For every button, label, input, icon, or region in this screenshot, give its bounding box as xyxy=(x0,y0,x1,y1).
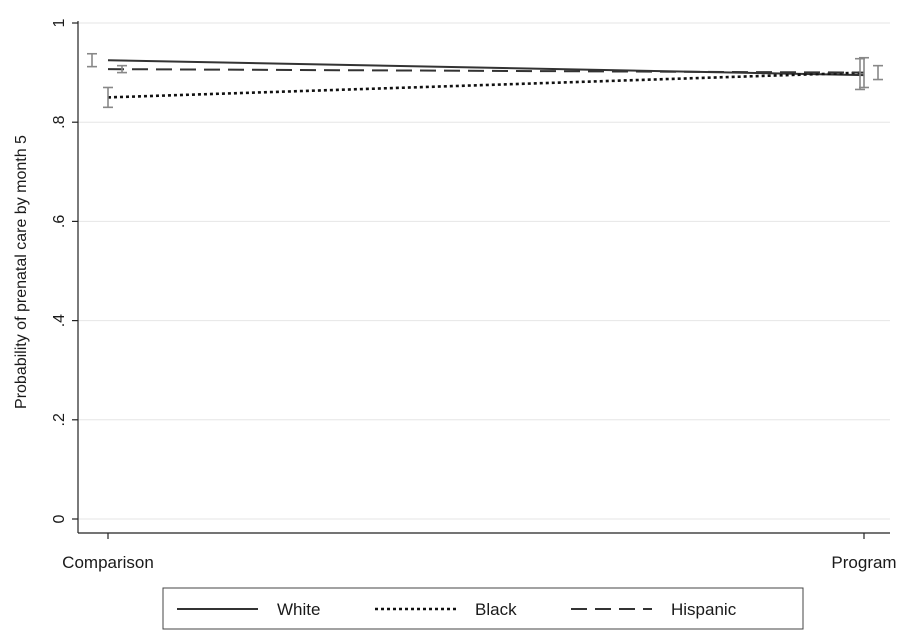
legend-label: Black xyxy=(475,600,517,619)
legend-box xyxy=(162,587,804,630)
ci-bar-hispanic xyxy=(873,64,883,81)
series-line-hispanic xyxy=(107,68,865,74)
ci-bar-black xyxy=(103,86,113,109)
x-tick-label: Program xyxy=(831,553,896,572)
legend-label: Hispanic xyxy=(671,600,737,619)
confidence-intervals xyxy=(87,52,883,109)
y-tick-label: 1 xyxy=(51,18,68,27)
axes xyxy=(77,21,890,534)
y-tick-label: .2 xyxy=(51,413,68,426)
legend-item-hispanic: Hispanic xyxy=(571,600,737,619)
series-lines xyxy=(107,59,865,99)
y-axis-label: Probability of prenatal care by month 5 xyxy=(13,135,30,409)
y-tick-label: .4 xyxy=(51,314,68,327)
y-tick-label: .6 xyxy=(51,215,68,228)
gridlines xyxy=(78,22,890,520)
ci-bar-hispanic xyxy=(117,64,127,74)
y-tick-label: 0 xyxy=(51,514,68,523)
legend-item-black: Black xyxy=(375,600,517,619)
y-ticks: 0 .2 .4 .6 .8 1 xyxy=(51,18,78,523)
legend-label: White xyxy=(277,600,320,619)
legend: White Black Hispanic xyxy=(162,587,804,630)
series-line-black xyxy=(107,71,865,99)
y-tick-label: .8 xyxy=(51,115,68,128)
ci-bar-white xyxy=(87,52,97,68)
x-tick-label: Comparison xyxy=(62,553,154,572)
x-ticks: Comparison Program xyxy=(62,533,897,572)
legend-item-white: White xyxy=(177,600,320,619)
ci-bar-black xyxy=(859,56,869,89)
series-line-white xyxy=(107,59,865,77)
